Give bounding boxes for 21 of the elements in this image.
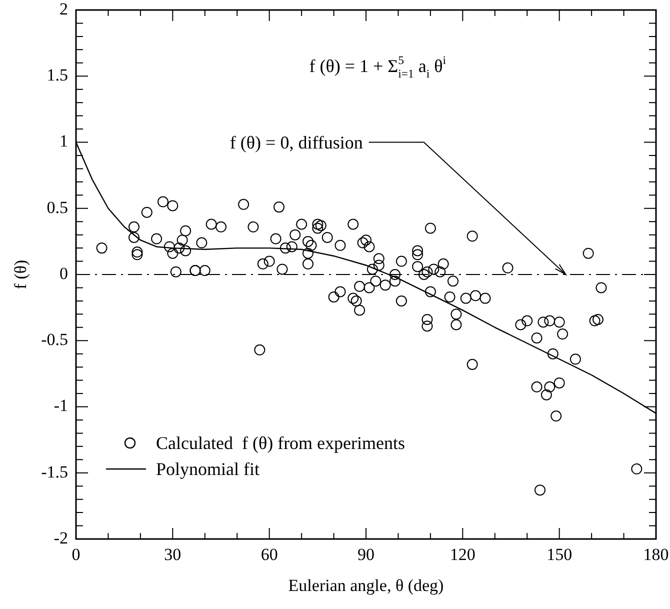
y-axis-title: f (θ) — [11, 260, 30, 290]
x-tick-label: 90 — [358, 544, 374, 564]
y-tick-label: 0.5 — [46, 198, 68, 217]
legend-label: Calculated f (θ) from experiments — [156, 433, 406, 453]
x-tick-label: 30 — [164, 544, 182, 564]
x-tick-label: 60 — [260, 544, 278, 564]
x-tick-label: 180 — [643, 544, 669, 564]
y-tick-label: -1 — [54, 396, 68, 416]
y-tick-label: 1.5 — [46, 66, 68, 85]
legend-label: Polynomial fit — [156, 459, 260, 479]
y-tick-label: 2 — [60, 0, 68, 18]
y-tick-label: -2 — [54, 528, 68, 548]
y-tick-label: -1.5 — [41, 462, 68, 482]
x-tick-label: 120 — [450, 544, 476, 564]
x-axis-title: Eulerian angle, θ (deg) — [288, 576, 444, 595]
y-tick-label: 1 — [60, 132, 68, 151]
x-tick-label: 150 — [546, 544, 572, 564]
y-tick-label: 0 — [60, 264, 68, 283]
x-tick-label: 0 — [72, 544, 80, 564]
y-tick-label: -0.5 — [41, 330, 68, 350]
annotation: f (θ) = 0, diffusion — [230, 132, 363, 152]
